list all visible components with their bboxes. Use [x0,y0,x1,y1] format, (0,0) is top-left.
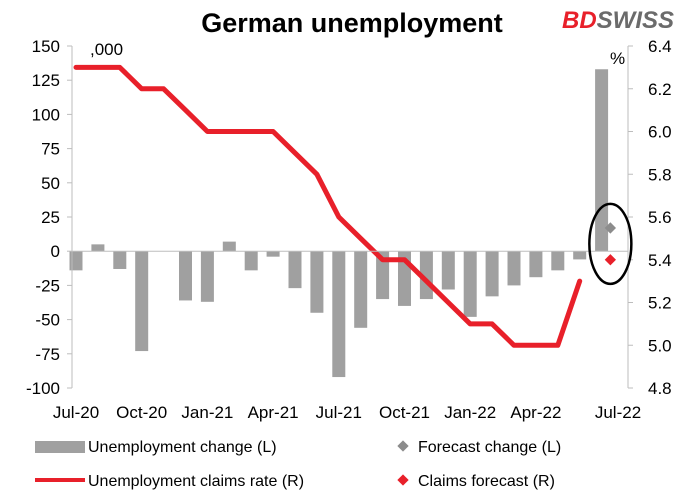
x-tick-label: Jan-21 [181,403,233,422]
bar-Apr-21 [266,251,280,257]
legend-label-claims-forecast: Claims forecast (R) [418,473,555,490]
x-tick-label: Jul-21 [316,403,362,422]
right-tick-label: 5.0 [648,336,672,355]
bar-Dec-20 [179,251,192,301]
right-tick-label: 6.4 [648,37,672,56]
left-tick-label: -100 [26,379,60,398]
bar-Dec-21 [441,251,455,290]
bar-May-22 [551,251,565,271]
x-tick-label: Apr-21 [248,403,299,422]
x-tick-label: Jul-22 [595,403,641,422]
bar-Sep-21 [376,251,390,300]
bar-Mar-21 [244,251,258,271]
legend: Unemployment change (L) Forecast change … [35,439,561,490]
x-tick-label: Apr-22 [510,403,561,422]
bar-Feb-22 [485,251,499,297]
brand-logo: BDSWISS [562,7,674,34]
bar-Aug-20 [91,244,105,252]
bar-Apr-22 [529,251,543,278]
x-tick-label: Jan-22 [444,403,496,422]
x-tick-label: Jul-20 [53,403,99,422]
left-tick-label: 0 [51,242,60,261]
left-tick-label: -50 [35,311,60,330]
brand-text: BDSWISS [562,7,674,34]
axes: -100 -75 -50 -25 0 25 50 75 100 125 150 4.8 5.0 5.2 5.… [26,37,672,422]
bar-Feb-21 [222,241,236,252]
bar-Jul-21 [332,251,346,378]
bar-May-21 [288,251,302,289]
bar-series [69,69,609,378]
bar-Jun-22 [573,251,587,260]
left-tick-label: -25 [35,276,60,295]
bar-Jul-20 [69,251,83,271]
left-tick-label: 100 [32,105,60,124]
x-tick-label: Oct-20 [116,403,167,422]
claims-forecast-marker [604,254,617,266]
bar-Jan-22 [463,251,477,317]
left-tick-label: 75 [41,140,60,159]
legend-swatch-unemployment-change [35,441,85,453]
chart-title: German unemployment [201,8,503,38]
right-tick-label: 5.6 [648,208,672,227]
right-tick-label: 5.4 [648,251,672,270]
x-tick-label: Oct-21 [379,403,430,422]
bar-Mar-22 [507,251,521,286]
forecast-highlight-circle [588,202,633,286]
left-tick-label: -75 [35,345,60,364]
right-tick-label: 4.8 [648,379,672,398]
bar-Jun-21 [310,251,324,313]
left-tick-label: 125 [32,71,60,90]
legend-label-forecast-change: Forecast change (L) [418,439,561,456]
left-tick-label: 50 [41,174,60,193]
bar-Jul-22 [595,69,609,252]
bar-Sep-20 [113,251,127,269]
line-series [73,64,583,348]
right-tick-label: 5.2 [648,294,672,313]
right-tick-label: 5.8 [648,165,672,184]
claims-rate-line [73,64,583,348]
right-tick-label: 6.2 [648,80,672,99]
forecast-markers [588,202,633,286]
legend-swatch-forecast-change [397,440,409,452]
brand-part2: SWISS [597,7,674,34]
brand-part1: BD [562,7,597,34]
bar-Jan-21 [200,251,214,302]
legend-label-claims-rate: Unemployment claims rate (R) [88,473,304,490]
right-tick-label: 6.0 [648,123,672,142]
bar-Aug-21 [354,251,368,328]
legend-swatch-claims-forecast [397,474,409,486]
right-axis-unit-label: % [610,49,625,68]
left-tick-label: 150 [32,37,60,56]
left-tick-label: 25 [41,208,60,227]
left-axis-unit-label: ,000 [90,40,123,59]
forecast-change-marker [604,222,617,234]
legend-label-unemployment-change: Unemployment change (L) [88,439,277,456]
bar-Oct-20 [135,251,149,352]
